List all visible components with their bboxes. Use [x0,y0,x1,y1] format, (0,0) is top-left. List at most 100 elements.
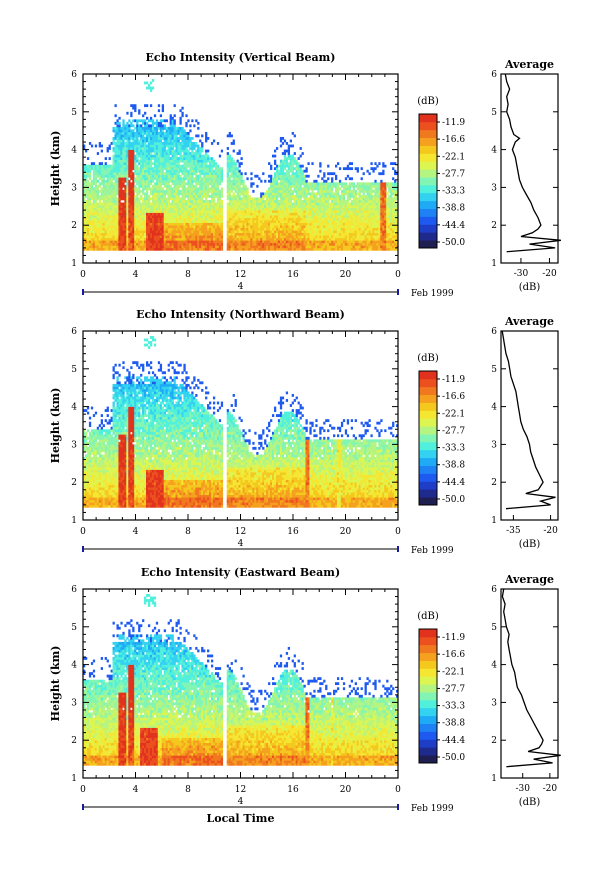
colorbar-swatch [419,410,437,419]
profile-y-tick-label: 3 [491,698,497,708]
profile-y-tick-label: 6 [491,70,497,80]
x-tick-label: 8 [185,785,191,795]
y-tick-label: 3 [71,183,77,193]
colorbar-swatch [419,208,437,217]
y-tick-label: 4 [71,146,77,156]
y-axis-label: Height (km) [49,646,62,722]
colorbar-tick-label: -16.6 [442,392,465,402]
profile-y-tick-label: 4 [491,403,497,413]
colorbar-swatch [419,418,437,427]
colorbar-swatch [419,137,437,146]
colorbar-swatch [419,192,437,202]
colorbar-tick-label: -44.4 [442,736,465,746]
colorbar-swatch [419,449,437,459]
y-tick-label: 6 [71,70,77,80]
x-tick-label: 4 [133,785,139,795]
profile-y-tick-label: 2 [491,478,497,488]
profile-y-tick-label: 6 [491,585,497,595]
x-tick-label: 0 [395,785,401,795]
colorbar-tick-label: -27.7 [442,684,465,694]
profile-frame [500,73,559,264]
profile-x-label: (dB) [519,539,541,550]
colorbar-swatch [419,747,437,756]
colorbar-swatch [419,145,437,154]
colorbar: (dB) -11.9 -16.6 -22.1 -27.7 -33.3 -38.8 -44.4 -… [417,611,465,764]
colorbar: (dB) -11.9 -16.6 -22.1 -27.7 -33.3 -38.8 -44.4 -… [417,353,465,506]
profile-x-tick-label: -30 [514,269,529,279]
colorbar-swatch [419,216,437,225]
colorbar-swatch [419,121,437,131]
profile-title: Average [504,315,554,328]
y-tick-label: 4 [71,661,77,671]
x-tick-label: 0 [80,785,86,795]
profile-y-tick-label: 1 [491,259,497,269]
x-tick-label: 12 [235,527,246,537]
x-tick-label: 16 [287,527,299,537]
date-label: Feb 1999 [411,546,454,556]
x-tick-label: 12 [235,785,246,795]
profile-frame [500,330,559,521]
y-tick-label: 2 [71,478,77,488]
y-tick-label: 1 [71,516,77,526]
profile-y-tick-label: 5 [491,108,497,118]
panel-1: Echo Intensity (Vertical Beam)123456Heig… [49,51,561,299]
colorbar-tick-label: -50.0 [442,753,465,763]
x-tick-label: 12 [235,270,246,280]
date-bar: 4 Feb 1999 [82,797,454,814]
colorbar-tick-label: -22.1 [442,667,465,677]
profile-x-label: (dB) [519,797,541,808]
profile-y-tick-label: 2 [491,221,497,231]
y-tick-label: 2 [71,221,77,231]
profile-y-tick-label: 3 [491,440,497,450]
colorbar-tick-label: -11.9 [442,118,465,128]
colorbar-tick-label: -50.0 [442,495,465,505]
panel-3: Echo Intensity (Eastward Beam)123456Heig… [49,566,561,825]
colorbar-swatch [419,652,437,661]
x-tick-label: 8 [185,527,191,537]
colorbar-swatch [419,755,437,764]
colorbar-tick-label: -27.7 [442,426,465,436]
colorbar-swatch [419,441,437,451]
x-axis: 0 4 8 12 16 20 0 [80,74,401,280]
colorbar-tick-label: -16.6 [442,650,465,660]
colorbar-swatch [419,161,437,170]
colorbar-swatch [419,240,437,249]
y-tick-label: 5 [71,623,77,633]
x-tick-label: 20 [340,785,352,795]
profile-x-tick-label: -20 [543,526,558,536]
profile-x-tick-label: -20 [543,784,558,794]
profile-y-tick-label: 2 [491,736,497,746]
panel-2: Echo Intensity (Northward Beam)123456Hei… [49,308,559,556]
average-profile: Average 1 2 3 4 5 6 -30 -20(dB) [491,573,561,808]
colorbar-tick-label: -38.8 [442,719,465,729]
day-label: 4 [238,539,244,549]
colorbar-tick-label: -27.7 [442,169,465,179]
colorbar-swatch [419,224,437,233]
colorbar-tick-label: -16.6 [442,135,465,145]
colorbar-tick-label: -11.9 [442,633,465,643]
y-tick-label: 6 [71,585,77,595]
y-tick-label: 3 [71,440,77,450]
heatmap-cells [83,79,399,251]
y-axis-label: Height (km) [49,131,62,207]
profile-y-tick-label: 5 [491,623,497,633]
colorbar-swatch [419,668,437,677]
colorbar-swatch [419,731,437,740]
y-tick-label: 6 [71,327,77,337]
colorbar-swatch [419,715,437,724]
colorbar-tick-label: -33.3 [442,187,465,197]
y-tick-label: 5 [71,365,77,375]
colorbar-swatch [419,402,437,411]
average-profile: Average 1 2 3 4 5 6 -35 -20(dB) [491,315,559,550]
x-axis: 0 4 8 12 16 20 0 [80,589,401,795]
colorbar-swatch [419,481,437,490]
colorbar-swatch [419,378,437,388]
x-tick-label: 0 [80,270,86,280]
y-axis-label: Height (km) [49,388,62,464]
profile-line [501,588,561,768]
colorbar-swatch [419,129,437,139]
y-tick-label: 5 [71,108,77,118]
colorbar-swatch [419,200,437,209]
chart-title: Echo Intensity (Vertical Beam) [145,51,335,64]
colorbar-unit: (dB) [417,353,439,364]
